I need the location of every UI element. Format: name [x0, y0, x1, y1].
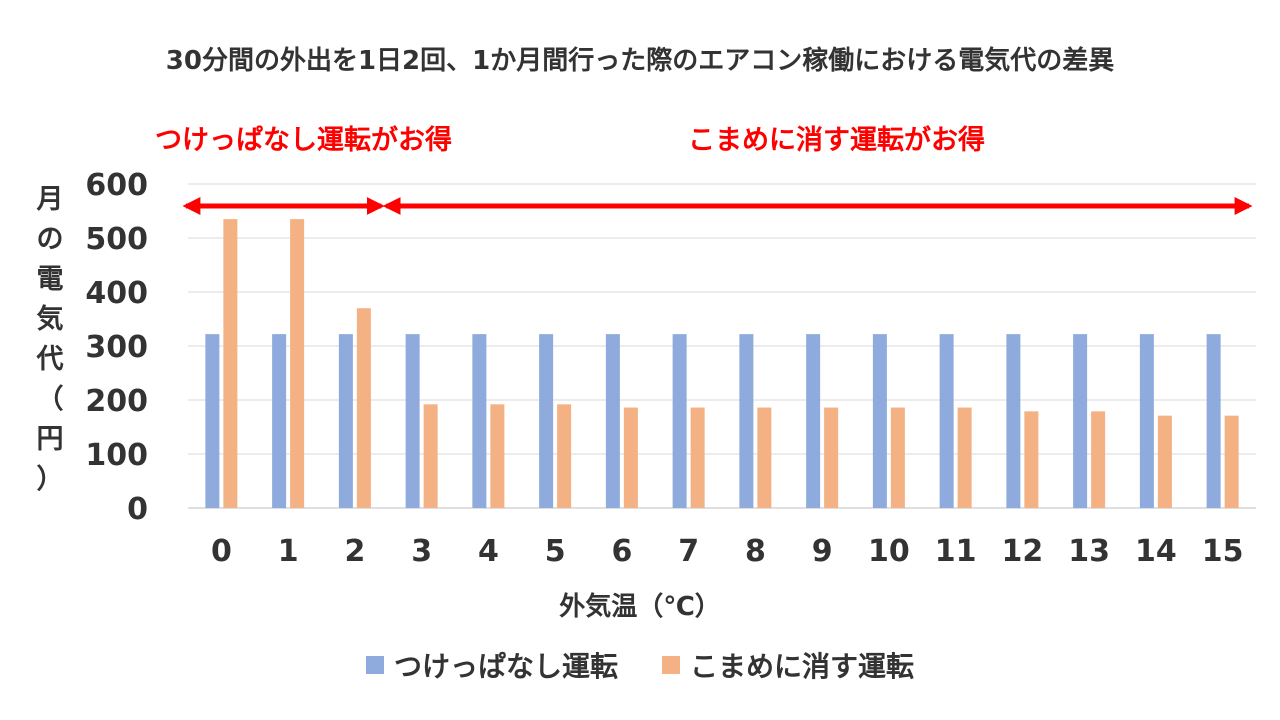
bar-series-2-11	[957, 407, 972, 508]
x-tick-label: 7	[678, 534, 699, 569]
x-tick-label: 3	[411, 534, 432, 569]
bar-series-1-1	[272, 334, 287, 508]
x-tick-label: 5	[545, 534, 566, 569]
y-axis-label-char: の	[36, 224, 64, 255]
bar-series-1-8	[739, 334, 754, 508]
x-tick-label: 0	[211, 534, 232, 569]
bar-series-2-6	[623, 407, 638, 508]
bar-series-1-0	[205, 334, 220, 508]
y-axis-label-char: 代	[36, 344, 64, 375]
bar-series-1-14	[1139, 334, 1154, 508]
x-tick-label: 9	[812, 534, 833, 569]
bar-series-2-5	[557, 404, 572, 508]
bar-series-1-7	[672, 334, 687, 508]
legend-swatch-series-2	[662, 656, 680, 674]
x-tick-label: 1	[278, 534, 299, 569]
y-tick-label: 600	[85, 168, 148, 203]
x-axis-label: 外気温（℃）	[559, 592, 721, 622]
bar-series-2-2	[356, 308, 371, 508]
x-tick-label: 2	[344, 534, 365, 569]
y-axis-label-char: 円	[36, 424, 64, 455]
bar-series-2-0	[223, 219, 238, 508]
y-axis-label-char: ）	[36, 464, 64, 495]
legend-label-series-1: つけっぱなし運転	[393, 650, 618, 683]
legend-item-series-1: つけっぱなし運転	[365, 645, 618, 685]
annotation-left-label: つけっぱなし運転がお得	[155, 125, 452, 156]
legend-item-series-2: こまめに消す運転	[662, 645, 914, 685]
bar-series-1-12	[1006, 334, 1021, 508]
bar-series-1-15	[1206, 334, 1221, 508]
legend: つけっぱなし運転 こまめに消す運転	[0, 645, 1280, 685]
y-tick-label: 0	[127, 492, 148, 527]
bar-series-1-6	[605, 334, 620, 508]
x-tick-label: 11	[935, 534, 977, 569]
y-tick-label: 400	[85, 276, 148, 311]
x-tick-label: 12	[1002, 534, 1044, 569]
annotation-right-label: こまめに消す運転がお得	[688, 125, 985, 156]
y-axis-label-char: （	[36, 384, 64, 415]
x-tick-label: 13	[1068, 534, 1110, 569]
bar-series-2-13	[1091, 411, 1106, 508]
x-tick-label: 10	[868, 534, 910, 569]
x-tick-label: 6	[611, 534, 632, 569]
y-tick-label: 500	[85, 222, 148, 257]
y-axis-label-char: 電	[36, 264, 64, 295]
legend-label-series-2: こまめに消す運転	[690, 650, 915, 683]
bar-series-2-9	[824, 407, 839, 508]
x-tick-label: 4	[478, 534, 499, 569]
bar-series-2-8	[757, 407, 772, 508]
bar-series-2-14	[1157, 415, 1172, 508]
bar-series-1-13	[1073, 334, 1088, 508]
bar-series-1-4	[472, 334, 487, 508]
x-tick-label: 14	[1135, 534, 1177, 569]
y-axis-label-char: 気	[36, 304, 64, 335]
bar-series-2-4	[490, 404, 505, 508]
chart-title: 30分間の外出を1日2回、1か月間行った際のエアコン稼働における電気代の差異	[165, 46, 1115, 76]
y-tick-label: 200	[85, 384, 148, 419]
bar-series-1-11	[939, 334, 954, 508]
bar-series-2-1	[290, 219, 305, 508]
bar-series-1-9	[806, 334, 821, 508]
bar-series-2-15	[1224, 415, 1239, 508]
x-tick-label: 8	[745, 534, 766, 569]
y-tick-label: 100	[85, 438, 148, 473]
bar-series-2-12	[1024, 411, 1039, 508]
y-axis-label: 月の電気代 （ 円 ）	[30, 180, 70, 500]
bar-series-2-10	[890, 407, 905, 508]
y-axis-label-char: 月	[36, 184, 64, 215]
bar-series-1-5	[539, 334, 554, 508]
bar-series-1-10	[872, 334, 887, 508]
y-tick-label: 300	[85, 330, 148, 365]
bar-series-2-7	[690, 407, 705, 508]
bar-series-1-2	[338, 334, 353, 508]
legend-swatch-series-1	[365, 656, 384, 674]
bar-series-1-3	[405, 334, 420, 508]
x-tick-label: 15	[1202, 534, 1244, 569]
bar-series-2-3	[423, 404, 438, 508]
